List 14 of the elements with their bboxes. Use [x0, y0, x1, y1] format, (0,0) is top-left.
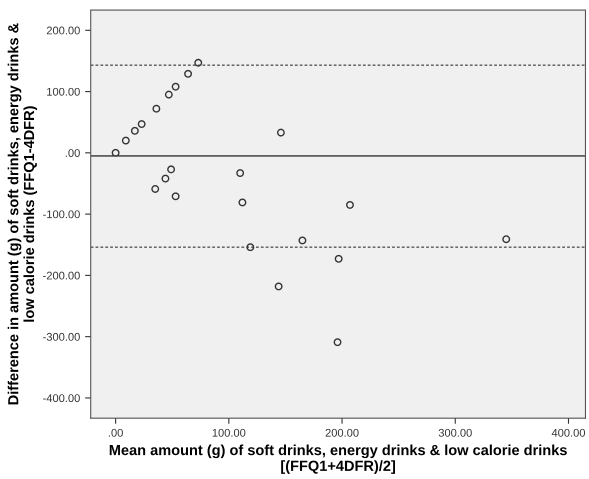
x-tick-label: .00 [108, 428, 123, 437]
y-tick-label: -400.00 [43, 394, 80, 402]
x-tick-label: 200.00 [326, 428, 359, 437]
y-tick-label: .00 [66, 149, 80, 157]
y-tick-label: 200.00 [46, 26, 80, 34]
y-tick-label: -100.00 [43, 210, 80, 218]
x-tick-label: 400.00 [552, 428, 586, 437]
x-tick-label: 300.00 [438, 428, 472, 437]
x-tick-label: 100.00 [212, 428, 246, 437]
y-tick-label: 100.00 [47, 88, 80, 96]
x-axis-title: Mean amount (g) of soft drinks, energy drinks & low calorie drinks [(FFQ1+4DFR)/2] [110, 444, 567, 474]
y-tick-label: -200.00 [43, 272, 80, 280]
y-tick-label: -300.00 [43, 332, 80, 341]
y-axis-title: Difference in amount (g) of soft drinks, energy drinks & low calorie drinks (FFQ1-4DFR) [8, 23, 38, 404]
